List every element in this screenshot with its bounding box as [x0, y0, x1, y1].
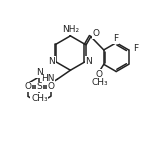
- Text: O: O: [47, 82, 54, 91]
- Text: O: O: [24, 82, 31, 91]
- Text: O: O: [93, 30, 100, 38]
- Text: CH₃: CH₃: [91, 78, 108, 87]
- Text: N: N: [49, 57, 55, 66]
- Text: NH₂: NH₂: [62, 25, 79, 34]
- Text: S: S: [36, 82, 42, 91]
- Text: CH₃: CH₃: [31, 94, 48, 103]
- Text: F: F: [113, 34, 118, 43]
- Text: N: N: [36, 68, 43, 77]
- Text: F: F: [133, 44, 138, 53]
- Text: O: O: [95, 70, 102, 79]
- Text: N: N: [86, 57, 92, 66]
- Text: HN: HN: [41, 74, 54, 83]
